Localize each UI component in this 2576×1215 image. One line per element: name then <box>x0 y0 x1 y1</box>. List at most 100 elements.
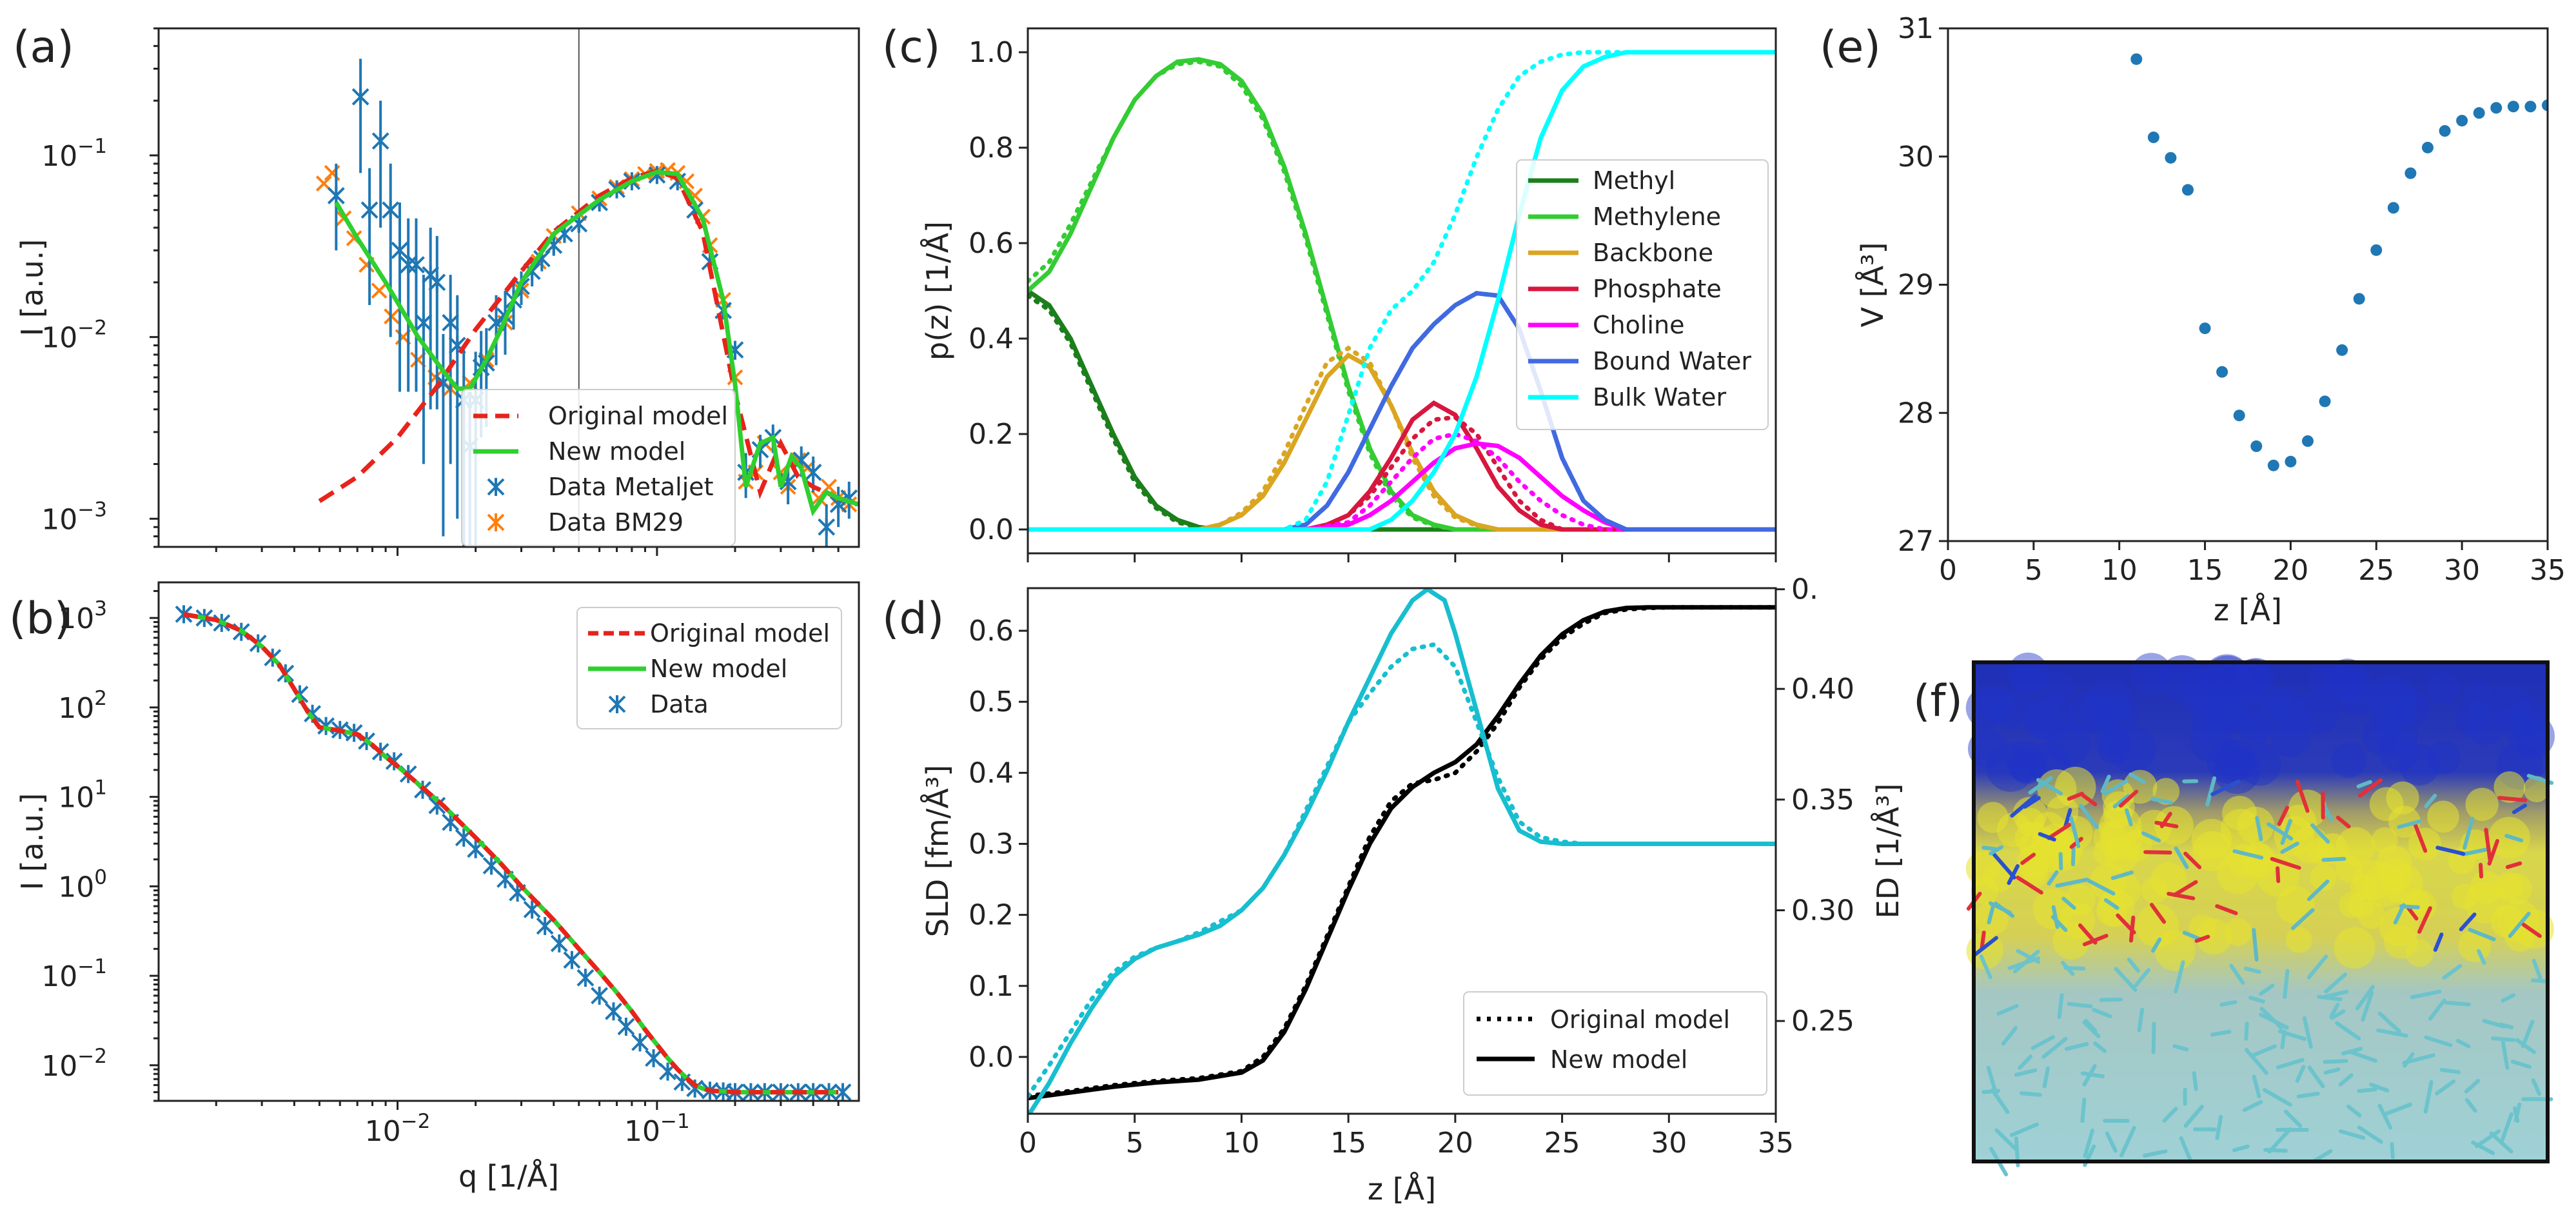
headgroup-sphere <box>2220 809 2261 849</box>
lipid-bond <box>2322 804 2334 822</box>
lipid-bond <box>2439 1067 2461 1074</box>
lipid-bond <box>2118 789 2139 808</box>
lipid-bond <box>2306 879 2330 902</box>
y-tick-label: 31 <box>1898 12 1934 45</box>
lipid-bond <box>2093 1042 2107 1053</box>
lipid-bond <box>2283 969 2290 1000</box>
y-tick-label: 30 <box>1898 141 1934 173</box>
lipid-bond <box>2154 820 2179 829</box>
headgroup-sphere <box>2465 787 2499 821</box>
headgroup-sphere <box>2350 873 2377 900</box>
lipid-bond <box>2252 1074 2261 1099</box>
water-sphere <box>2220 660 2266 707</box>
lipid-bond <box>2162 1107 2178 1123</box>
lipid-bond <box>2499 1112 2513 1144</box>
x-tick-label: 15 <box>2187 554 2223 587</box>
y-tick-label: 0.6 <box>968 615 1014 647</box>
y-tick-label: 0.8 <box>968 132 1014 164</box>
lipid-bond <box>2242 1100 2263 1112</box>
lipid-bond <box>2080 1097 2087 1123</box>
headgroup-sphere <box>2493 771 2526 803</box>
data-point <box>2370 244 2383 256</box>
data-point <box>175 605 193 624</box>
lipid-bond <box>2501 1040 2510 1070</box>
headgroup-sphere <box>2379 907 2419 947</box>
original-model-line <box>183 612 839 1095</box>
lipid-bond <box>2030 1035 2056 1051</box>
headgroup-sphere <box>2405 939 2433 967</box>
lipid-bond <box>2464 1078 2481 1094</box>
data-point <box>591 986 609 1005</box>
lipid-bond <box>2323 989 2349 999</box>
lipid-bond <box>2295 780 2310 813</box>
lipid-bond <box>2369 1082 2390 1092</box>
lipid-bond <box>2092 1007 2112 1018</box>
water-sphere <box>2191 700 2236 744</box>
y-tick-label: 1.0 <box>968 36 1014 69</box>
lipid-bond <box>2443 1000 2471 1007</box>
lipid-bond <box>2262 1088 2292 1107</box>
lipid-bond <box>2019 1091 2042 1097</box>
x-tick-label: 25 <box>2358 554 2394 587</box>
water-sphere <box>2455 702 2491 737</box>
lipid-bond <box>2252 927 2259 962</box>
water-sphere <box>2271 718 2310 757</box>
lipid-bond <box>2338 1129 2366 1140</box>
lipid-bond <box>2475 1129 2501 1149</box>
lipid-bond <box>2428 998 2446 1021</box>
lipid-bond <box>2266 822 2294 841</box>
lipid-bond <box>2280 1029 2286 1049</box>
lipid-bond <box>2531 978 2550 983</box>
lipid-bond <box>2244 1047 2268 1075</box>
water-sphere <box>2464 682 2496 714</box>
lipid-bond <box>2248 995 2265 1003</box>
lipid-bond <box>2295 1065 2306 1083</box>
legend-label: Data Metaljet <box>548 473 714 501</box>
lipid-bond <box>2174 960 2185 994</box>
data-point <box>2216 366 2228 378</box>
lipid-bond <box>2244 1022 2249 1041</box>
lipid-bond <box>2508 911 2531 938</box>
data-point <box>2233 410 2245 422</box>
headgroup-sphere <box>2099 818 2143 860</box>
water-sphere <box>2294 689 2340 735</box>
metaljet-point <box>804 463 822 482</box>
legend-marker <box>487 513 505 531</box>
legend-box <box>461 389 736 546</box>
lipid-bond <box>2317 994 2343 1002</box>
water-sphere <box>2376 716 2418 758</box>
data-point <box>2165 152 2177 164</box>
metaljet-point <box>327 186 345 205</box>
y-tick-label: 0.4 <box>968 322 1014 355</box>
y-tick-label: 10−2 <box>41 1045 107 1083</box>
lipid-bond <box>2376 1028 2408 1038</box>
lipid-bond <box>1996 1003 2019 1016</box>
panel-c: 0.00.20.40.60.81.0p(z) [1/Å]MethylMethyl… <box>920 27 1777 562</box>
legend-label: Choline <box>1593 311 1684 339</box>
lipid-bond <box>2215 1114 2223 1140</box>
legend: Original model New model Data Metaljet Data… <box>461 389 736 546</box>
lipid-bond <box>2023 796 2041 809</box>
data-point <box>2199 322 2211 335</box>
plot-area <box>1028 588 1776 1114</box>
lipid-bond <box>2009 1122 2040 1138</box>
plot-frame <box>1947 27 2549 542</box>
water-sphere <box>2011 660 2046 695</box>
headgroup-sphere <box>2388 805 2421 838</box>
headgroup-sphere <box>2427 800 2459 833</box>
lipid-bond <box>1986 1065 1998 1096</box>
water-sphere <box>2025 692 2074 741</box>
legend: Original model New model Data <box>576 607 842 729</box>
lipid-bond <box>2267 1127 2292 1154</box>
lipid-bond <box>2205 776 2217 807</box>
data-point <box>2542 99 2548 112</box>
lipid-bond <box>2064 1042 2089 1051</box>
panel-label-a: (a) <box>13 22 74 73</box>
legend-label: New model <box>650 655 787 683</box>
headgroup-sphere <box>2064 884 2096 916</box>
lipid-bond <box>2127 957 2140 973</box>
headgroup-sphere <box>2310 864 2337 891</box>
water-sphere <box>1967 729 2007 769</box>
lipid-bond <box>2103 898 2119 910</box>
x-tick-label: 10−1 <box>624 1110 690 1148</box>
